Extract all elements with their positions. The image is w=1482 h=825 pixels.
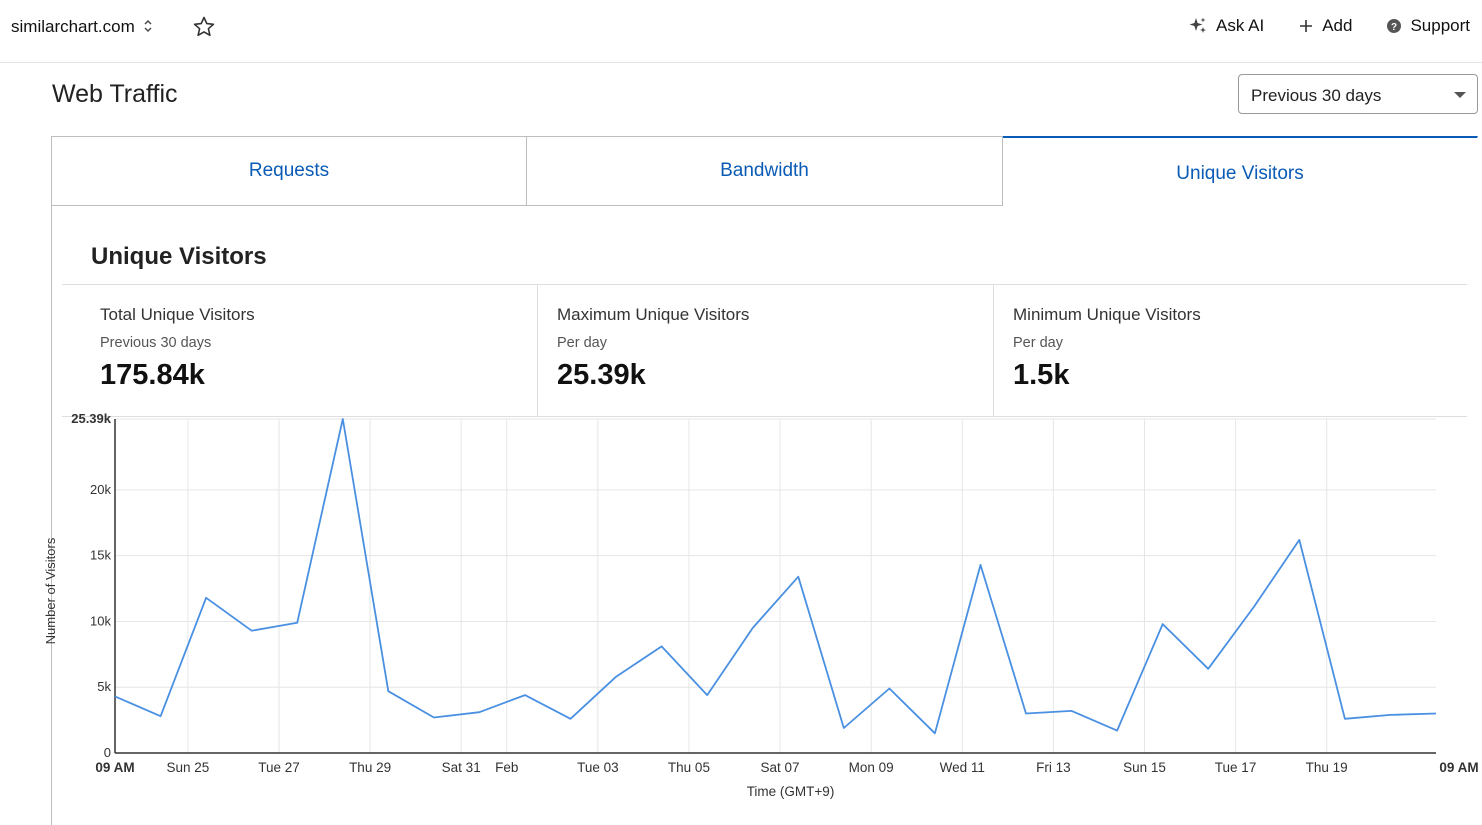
data-point [433,716,435,718]
x-tick-label: 09 AM [1439,760,1478,775]
data-point [251,630,253,632]
site-name: similarchart.com [11,17,135,36]
ask-ai-button[interactable]: Ask AI [1188,16,1264,36]
x-tick-label: Feb [495,760,518,775]
data-point [797,576,799,578]
ask-ai-label: Ask AI [1216,16,1265,35]
tab-requests[interactable]: Requests [51,136,527,206]
date-range-value: Previous 30 days [1251,86,1382,105]
data-point [934,732,936,734]
support-button[interactable]: ? Support [1386,16,1470,36]
x-tick-label: Mon 09 [849,760,894,775]
data-point [1071,710,1073,712]
section-title: Unique Visitors [91,243,267,270]
data-point [615,676,617,678]
x-tick-label: Tue 03 [577,760,619,775]
data-point [706,694,708,696]
tab-unique-visitors[interactable]: Unique Visitors [1003,136,1478,206]
data-point [1253,606,1255,608]
page-title: Web Traffic [52,80,178,108]
stat-subtitle: Previous 30 days [100,335,212,351]
y-tick-label: 20k [90,482,111,497]
svg-text:?: ? [1391,22,1397,33]
stat-maximum: Maximum Unique Visitors Per day 25.39k [537,285,993,416]
add-button[interactable]: Add [1298,16,1352,36]
data-point [342,418,344,420]
top-actions: Ask AI Add ? Support [1188,16,1470,36]
data-point [296,622,298,624]
stat-label: Total Unique Visitors [100,305,255,324]
top-bar: similarchart.com Ask AI Add ? Support [0,0,1482,63]
data-point [1435,713,1437,715]
x-tick-label: Wed 11 [940,760,985,775]
data-point [1025,713,1027,715]
y-tick-label: 15k [90,548,111,563]
date-range-select[interactable]: Previous 30 days [1238,74,1478,114]
x-tick-label: Thu 19 [1306,760,1348,775]
data-point [888,688,890,690]
x-tick-label: Sun 25 [166,760,209,775]
data-point [1389,714,1391,716]
stat-value: 25.39k [557,359,646,391]
stat-label: Minimum Unique Visitors [1013,305,1201,324]
data-point [205,597,207,599]
y-axis-label: Number of Visitors [43,537,58,644]
panel-border [51,205,52,825]
stat-subtitle: Per day [1013,335,1063,351]
data-point [979,564,981,566]
caret-down-icon [1454,92,1466,98]
data-point [752,627,754,629]
divider [62,416,1467,417]
x-tick-label: Sat 07 [761,760,800,775]
divider [62,284,1467,285]
add-label: Add [1322,16,1353,35]
data-point [570,718,572,720]
stat-value: 175.84k [100,359,205,391]
data-point [1207,668,1209,670]
series-line [114,418,1437,735]
x-tick-label: Thu 29 [349,760,391,775]
y-tick-label: 5k [97,679,111,694]
stat-subtitle: Per day [557,335,607,351]
data-point [478,711,480,713]
x-tick-label: Thu 05 [668,760,710,775]
data-point [843,727,845,729]
x-tick-label: Sat 31 [442,760,481,775]
x-tick-label: 09 AM [95,760,134,775]
sparkle-icon [1188,16,1208,36]
data-point [1162,623,1164,625]
y-tick-label: 10k [90,613,111,628]
data-point [387,690,389,692]
visitors-line-chart: 0 5k 10k 15k 20k 25.39k 09 AM Sun 25 Tue 27 Thu 2… [43,411,1479,799]
chevron-up-down-icon [143,18,153,36]
stat-minimum: Minimum Unique Visitors Per day 1.5k [993,285,1467,416]
stat-label: Maximum Unique Visitors [557,305,750,324]
stat-value: 1.5k [1013,359,1070,391]
help-icon: ? [1386,18,1402,34]
data-point [524,694,526,696]
metric-tabs: Requests Bandwidth Unique Visitors [51,136,1478,206]
stat-total: Total Unique Visitors Previous 30 days 1… [62,285,537,416]
star-icon[interactable] [192,15,216,39]
support-label: Support [1410,16,1470,35]
data-point [661,645,663,647]
data-point [160,715,162,717]
x-tick-label: Fri 13 [1036,760,1071,775]
data-point [1344,718,1346,720]
data-point [1298,539,1300,541]
tab-bandwidth[interactable]: Bandwidth [526,136,1003,206]
site-selector[interactable]: similarchart.com [11,17,153,37]
x-tick-label: Tue 27 [258,760,300,775]
plus-icon [1298,18,1314,34]
y-tick-label: 25.39k [71,411,112,426]
y-tick-label: 0 [104,745,111,760]
data-point [1116,730,1118,732]
x-tick-label: Tue 17 [1215,760,1257,775]
x-axis-label: Time (GMT+9) [747,784,835,799]
data-point [114,695,116,697]
x-tick-label: Sun 15 [1123,760,1166,775]
